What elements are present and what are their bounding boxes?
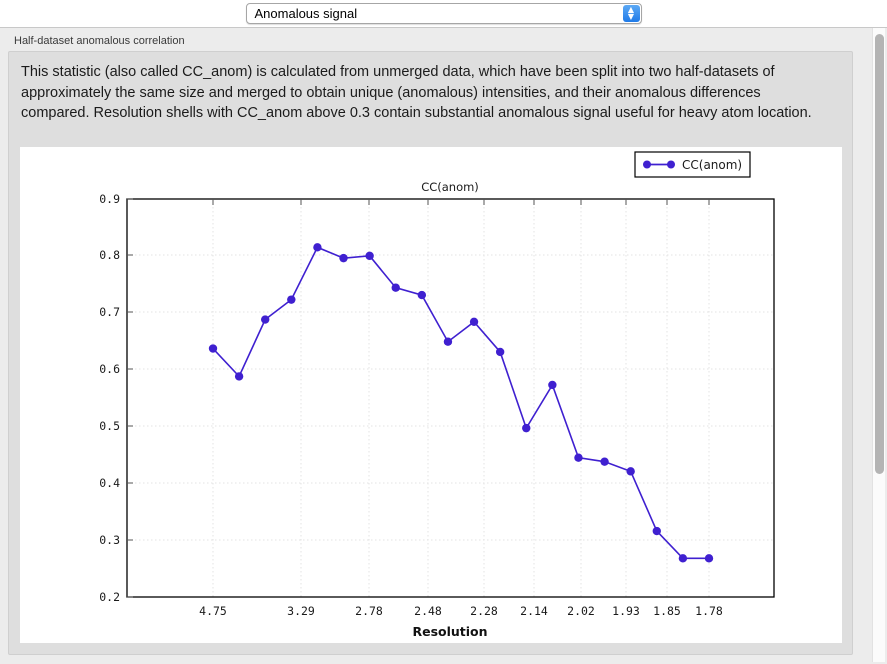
x-tick-label: 2.02	[567, 604, 595, 618]
cc-anom-line-chart: CC(anom) 0.2 0.3 0.4 0.5 0.6 0.7 0.8 0.9…	[99, 151, 775, 639]
x-tick-label: 2.28	[470, 604, 498, 618]
chevron-up-icon: ▲	[627, 4, 635, 14]
x-tick-label: 1.85	[653, 604, 681, 618]
statistic-select-label: Anomalous signal	[254, 6, 358, 21]
x-axis-title: Resolution	[412, 624, 487, 639]
data-point	[626, 467, 635, 476]
scrollbar-thumb[interactable]	[875, 34, 884, 474]
legend-label: CC(anom)	[682, 158, 742, 172]
data-point	[652, 526, 661, 536]
y-axis-tick-labels: 0.2 0.3 0.4 0.5 0.6 0.7 0.8 0.9	[99, 192, 120, 604]
axis-ticks-top	[212, 199, 710, 205]
plot-frame	[126, 198, 775, 598]
x-tick-label: 2.48	[414, 604, 442, 618]
x-tick-label: 2.78	[355, 604, 383, 618]
y-tick-label: 0.4	[99, 476, 120, 490]
x-tick-label: 4.75	[199, 604, 227, 618]
data-point	[678, 554, 688, 563]
y-tick-label: 0.2	[99, 590, 120, 604]
content-panel: Half-dataset anomalous correlation This …	[0, 27, 887, 664]
series-markers-cc-anom	[208, 243, 714, 563]
top-toolbar: Anomalous signal ▲ ▼	[0, 0, 887, 27]
data-point	[574, 453, 583, 462]
x-tick-label: 3.29	[287, 604, 315, 618]
panel-body: This statistic (also called CC_anom) is …	[8, 51, 853, 655]
data-point	[208, 344, 218, 353]
statistic-description: This statistic (also called CC_anom) is …	[21, 64, 812, 121]
x-axis-tick-labels: 4.75 3.29 2.78 2.48 2.28 2.14 2.02 1.93 …	[199, 604, 723, 618]
data-point	[548, 380, 557, 390]
data-point	[443, 337, 453, 346]
plot-background	[127, 199, 774, 597]
data-point	[287, 295, 296, 304]
legend-marker-icon	[667, 160, 675, 169]
data-point	[495, 347, 505, 357]
y-tick-label: 0.6	[99, 362, 120, 376]
data-point	[600, 457, 609, 466]
data-point	[313, 243, 322, 252]
chart-title: CC(anom)	[421, 180, 479, 194]
x-tick-label: 1.93	[612, 604, 640, 618]
series-line-cc-anom	[212, 246, 709, 560]
data-point	[339, 253, 348, 263]
axis-ticks-y	[127, 198, 133, 598]
statistic-select[interactable]: Anomalous signal ▲ ▼	[245, 3, 642, 24]
vertical-scrollbar[interactable]	[872, 28, 885, 662]
data-point	[469, 317, 479, 327]
x-tick-label: 2.14	[520, 604, 548, 618]
data-point	[522, 423, 531, 433]
y-tick-label: 0.5	[99, 419, 120, 433]
chart-legend: CC(anom)	[634, 151, 751, 178]
panel-title: Half-dataset anomalous correlation	[14, 35, 185, 47]
chevron-updown-icon[interactable]: ▲ ▼	[622, 4, 640, 22]
data-point	[234, 372, 244, 381]
data-point	[365, 251, 374, 261]
y-tick-label: 0.3	[99, 533, 120, 547]
chart-card: CC(anom) 0.2 0.3 0.4 0.5 0.6 0.7 0.8 0.9…	[20, 147, 842, 643]
data-point	[417, 290, 427, 300]
y-tick-label: 0.7	[99, 305, 120, 319]
y-tick-label: 0.8	[99, 248, 120, 262]
x-tick-label: 1.78	[695, 604, 723, 618]
y-tick-label: 0.9	[99, 192, 120, 206]
data-point	[704, 554, 714, 563]
data-point	[391, 283, 400, 292]
chevron-down-icon: ▼	[627, 11, 635, 21]
data-point	[261, 315, 270, 324]
legend-marker-icon	[643, 160, 651, 169]
